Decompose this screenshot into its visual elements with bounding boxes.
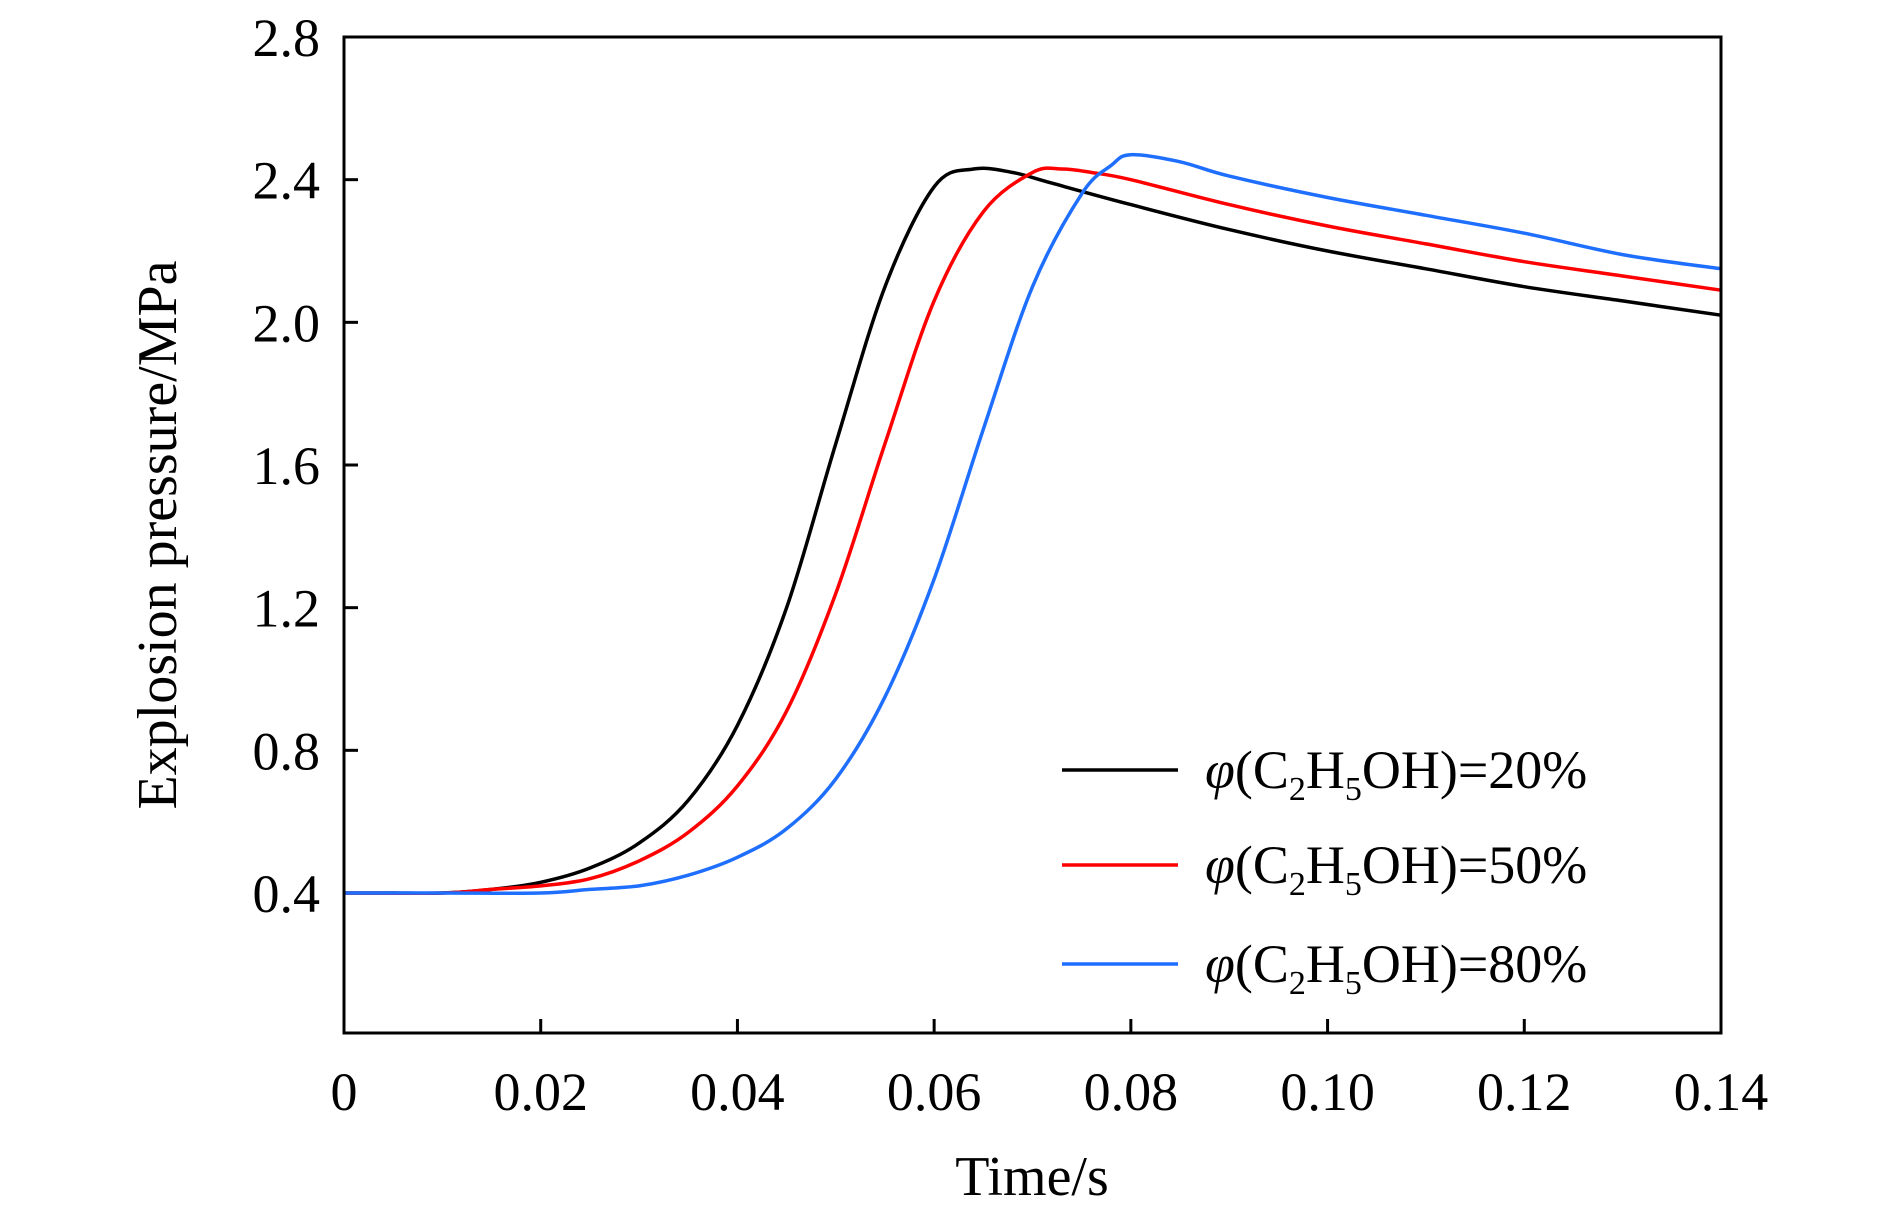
y-tick-label: 2.8 bbox=[253, 8, 321, 68]
x-tick-label: 0.04 bbox=[690, 1062, 785, 1122]
x-tick-label: 0.08 bbox=[1084, 1062, 1179, 1122]
x-tick-label: 0.14 bbox=[1674, 1062, 1769, 1122]
legend-label-3: φ(C2H5OH)=80% bbox=[1205, 934, 1587, 1002]
y-tick-label: 2.0 bbox=[253, 293, 321, 353]
plot-frame bbox=[342, 35, 1723, 1035]
y-tick-label: 2.4 bbox=[253, 151, 321, 211]
y-tick-label: 1.2 bbox=[253, 579, 321, 639]
y-tick-label: 0.8 bbox=[253, 721, 321, 781]
legend: φ(C2H5OH)=20% φ(C2H5OH)=50% φ(C2H5OH)=80% bbox=[1062, 740, 1587, 1002]
x-tick-label: 0.12 bbox=[1477, 1062, 1572, 1122]
x-tick-label: 0.10 bbox=[1280, 1062, 1375, 1122]
y-axis-title: Explosion pressure/MPa bbox=[127, 260, 189, 809]
y-tick-label: 1.6 bbox=[253, 436, 321, 496]
series-line-1 bbox=[343, 166, 1722, 896]
x-tick-label: 0.06 bbox=[887, 1062, 982, 1122]
y-tick-label: 0.4 bbox=[253, 864, 321, 924]
series-line-2 bbox=[343, 166, 1722, 896]
series-line-3 bbox=[343, 152, 1722, 896]
tick-labels: 0 0.02 0.04 0.06 0.08 0.10 0.12 0.14 0.4 0.8 1.2 1.… bbox=[253, 8, 1769, 1122]
legend-label-1: φ(C2H5OH)=20% bbox=[1205, 740, 1587, 808]
x-tick-label: 0.02 bbox=[493, 1062, 588, 1122]
legend-label-2: φ(C2H5OH)=50% bbox=[1205, 835, 1587, 903]
x-axis-title: Time/s bbox=[955, 1146, 1109, 1208]
series-lines bbox=[343, 152, 1722, 896]
x-tick-label: 0 bbox=[331, 1062, 358, 1122]
